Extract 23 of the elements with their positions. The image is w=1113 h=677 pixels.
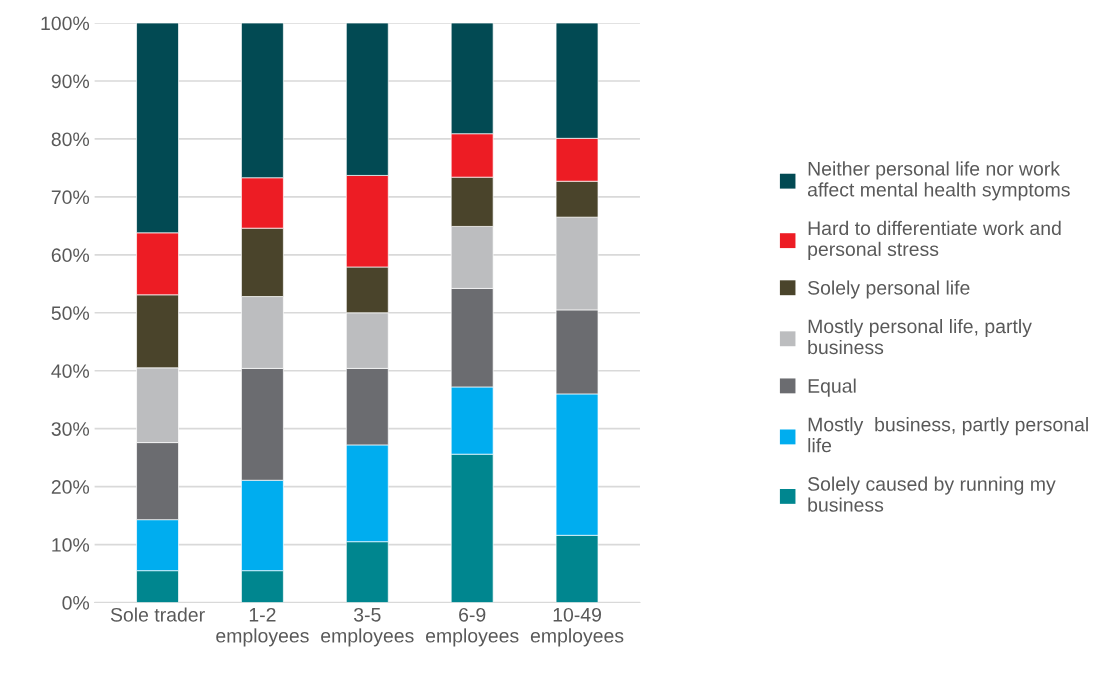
x-tick-label: Sole trader bbox=[110, 607, 205, 622]
legend-label: Neither personal life nor work affect mental health symptoms bbox=[807, 161, 1070, 201]
y-tick-label: 50% bbox=[51, 306, 90, 321]
y-tick-label: 10% bbox=[52, 538, 90, 552]
y-tick-label: 80% bbox=[51, 132, 90, 147]
legend-label: Mostly personal life, partly business bbox=[808, 318, 1032, 355]
y-tick-label: 40% bbox=[51, 364, 90, 378]
legend-label: Solely caused by running my business bbox=[808, 476, 1056, 512]
legend-label: Hard to differentiate work and personal stress bbox=[808, 220, 1061, 260]
legend-label: Solely personal life bbox=[808, 280, 970, 299]
y-tick-label: 30% bbox=[51, 422, 90, 436]
x-tick-label: 3-5 employees bbox=[321, 607, 414, 647]
y-tick-label: 90% bbox=[51, 74, 90, 89]
x-tick-label: 10-49 employees bbox=[530, 607, 624, 647]
y-tick-label: 70% bbox=[51, 190, 90, 205]
legend-label: Equal bbox=[808, 378, 856, 397]
y-tick-label: 20% bbox=[51, 480, 90, 494]
y-tick-label: 60% bbox=[51, 248, 90, 263]
legend-label: Mostly business, partly personal life bbox=[808, 417, 1088, 453]
y-tick-label: 100% bbox=[41, 16, 90, 31]
x-tick-label: 6-9 employees bbox=[425, 607, 519, 647]
x-tick-label: 1-2 employees bbox=[216, 607, 309, 647]
y-tick-label: 0% bbox=[62, 596, 90, 610]
